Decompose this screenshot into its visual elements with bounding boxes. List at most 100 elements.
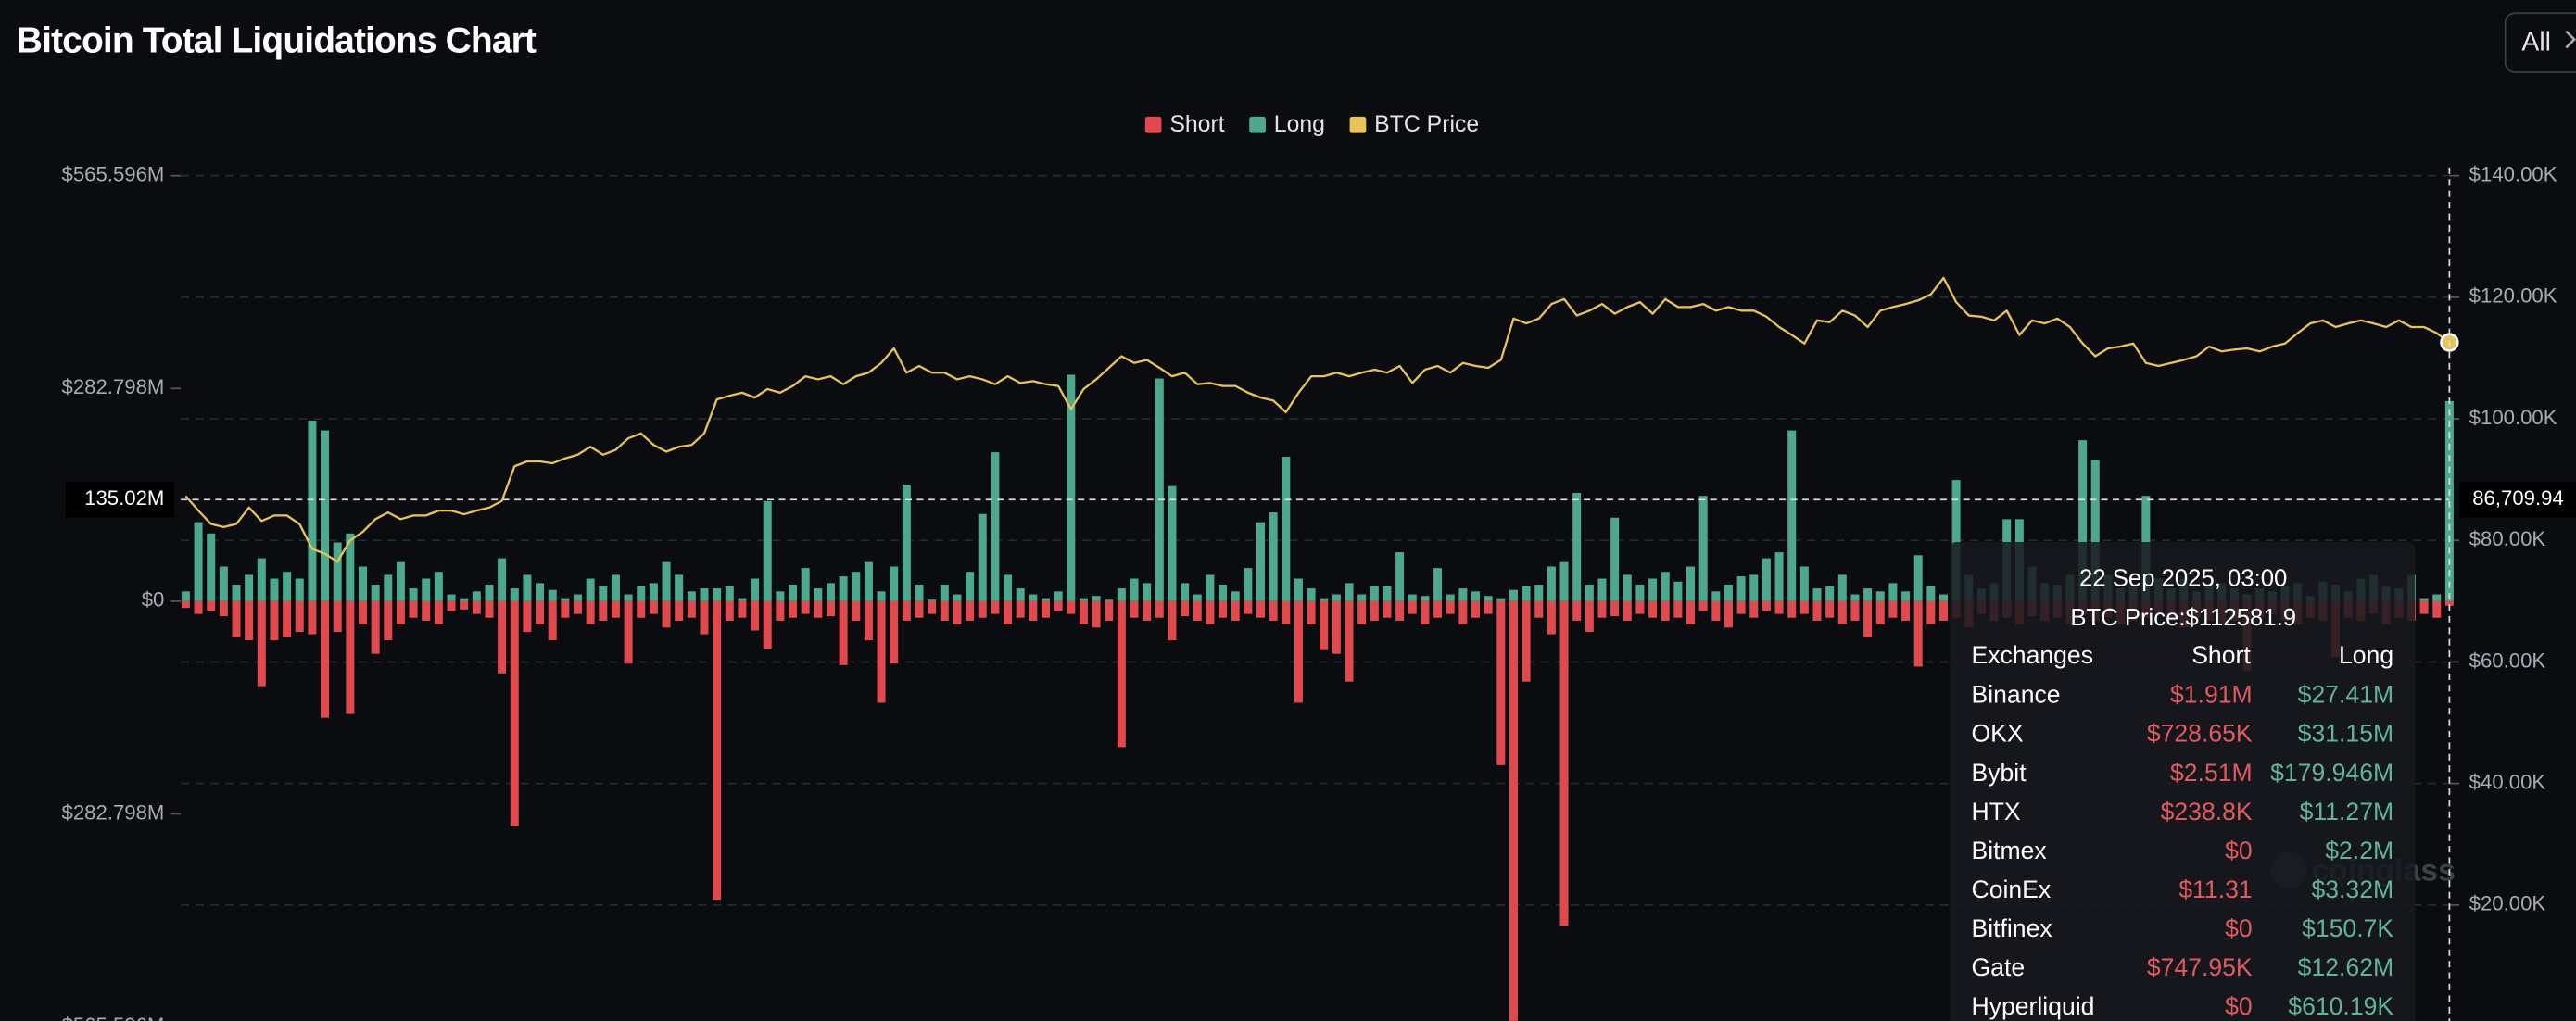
tooltip-cell: $0: [2225, 992, 2253, 1020]
bar: [1711, 600, 1721, 621]
bar: [384, 574, 393, 601]
bar: [826, 583, 835, 601]
legend-item[interactable]: Long: [1249, 112, 1325, 137]
bar: [523, 600, 532, 633]
bar: [662, 561, 671, 601]
legend-swatch[interactable]: [1144, 116, 1162, 133]
bar: [283, 600, 292, 637]
bar: [864, 600, 873, 641]
tooltip-cell: $610.19K: [2288, 992, 2393, 1020]
bar: [1307, 588, 1316, 601]
bar: [1383, 600, 1392, 618]
bar: [1547, 566, 1556, 601]
y2-tick-label: $60.00K: [2469, 649, 2546, 672]
bar: [1749, 600, 1759, 618]
bar: [270, 600, 279, 641]
bar: [1357, 594, 1367, 601]
bar: [1117, 600, 1126, 748]
bar: [1825, 600, 1835, 618]
bar: [1054, 600, 1063, 611]
bar: [510, 600, 519, 826]
bar: [232, 600, 241, 637]
bar: [1193, 594, 1202, 601]
bar: [700, 600, 709, 635]
bar: [675, 600, 684, 621]
bar: [1509, 600, 1518, 1021]
bar: [1256, 522, 1265, 601]
tooltip-price: BTC Price:$112581.9: [2070, 605, 2296, 631]
bar: [776, 600, 785, 621]
bar: [434, 572, 443, 601]
y-tick-label: $282.798M: [61, 375, 164, 398]
y2-tick-label: $140.00K: [2469, 163, 2557, 186]
bar: [2432, 600, 2442, 618]
bar: [1143, 583, 1152, 601]
bar: [1269, 512, 1278, 601]
bar: [839, 600, 848, 665]
bar: [523, 574, 532, 601]
bar: [1926, 586, 1936, 601]
range-select-box[interactable]: [2504, 12, 2576, 73]
bar: [649, 600, 658, 614]
bar: [434, 600, 443, 625]
bar: [991, 452, 1000, 601]
bar: [1673, 600, 1683, 618]
bar: [1673, 581, 1683, 601]
bar: [548, 600, 557, 641]
range-select-label[interactable]: All: [2521, 27, 2551, 57]
bar: [1092, 600, 1101, 628]
bar: [1648, 600, 1658, 618]
tooltip-cell: $150.7K: [2302, 914, 2393, 942]
bar: [207, 600, 216, 611]
bar: [611, 574, 620, 601]
tooltip-cell: Bitmex: [1972, 837, 2047, 864]
bar: [422, 578, 431, 601]
bar: [637, 600, 646, 618]
bar: [1635, 585, 1645, 601]
tooltip-box: [1950, 542, 2416, 1021]
bar: [1155, 378, 1164, 601]
bar: [991, 600, 1000, 614]
legend-item[interactable]: Short: [1144, 112, 1225, 137]
bar: [1307, 600, 1316, 625]
bar: [1938, 600, 1948, 621]
bar: [1408, 594, 1417, 601]
bar: [181, 600, 190, 609]
bar: [1698, 496, 1708, 601]
bar: [738, 600, 747, 618]
bar: [687, 591, 696, 601]
bar: [713, 600, 722, 901]
y2-tick-label: $120.00K: [2469, 284, 2557, 308]
legend-swatch[interactable]: [1349, 116, 1367, 133]
bar: [814, 588, 823, 601]
bar: [637, 586, 646, 601]
bar: [662, 600, 671, 628]
bar: [1496, 598, 1506, 601]
bar: [1534, 600, 1544, 618]
legend-label[interactable]: Short: [1169, 112, 1224, 137]
bar: [1193, 600, 1202, 621]
bar: [1837, 600, 1847, 625]
bar: [1623, 574, 1632, 601]
bar: [1016, 588, 1025, 601]
bar: [1762, 600, 1771, 611]
legend-swatch[interactable]: [1249, 116, 1266, 133]
bar: [333, 600, 342, 633]
bar: [1231, 600, 1240, 621]
legend-label[interactable]: Long: [1274, 112, 1325, 137]
legend-label[interactable]: BTC Price: [1374, 112, 1479, 137]
range-select-chevron[interactable]: [2565, 30, 2576, 49]
bar: [1092, 596, 1101, 601]
tooltip-title: 22 Sep 2025, 03:00: [2079, 566, 2287, 592]
bar: [1686, 600, 1696, 625]
bar: [1597, 578, 1607, 601]
bar: [1774, 600, 1784, 614]
range-select[interactable]: All: [2504, 12, 2576, 73]
bar: [1320, 598, 1329, 601]
bar: [460, 600, 469, 610]
bar: [295, 600, 304, 633]
bar: [966, 572, 975, 601]
legend-item[interactable]: BTC Price: [1349, 112, 1480, 137]
bar: [1294, 600, 1303, 703]
bar: [1471, 591, 1481, 601]
